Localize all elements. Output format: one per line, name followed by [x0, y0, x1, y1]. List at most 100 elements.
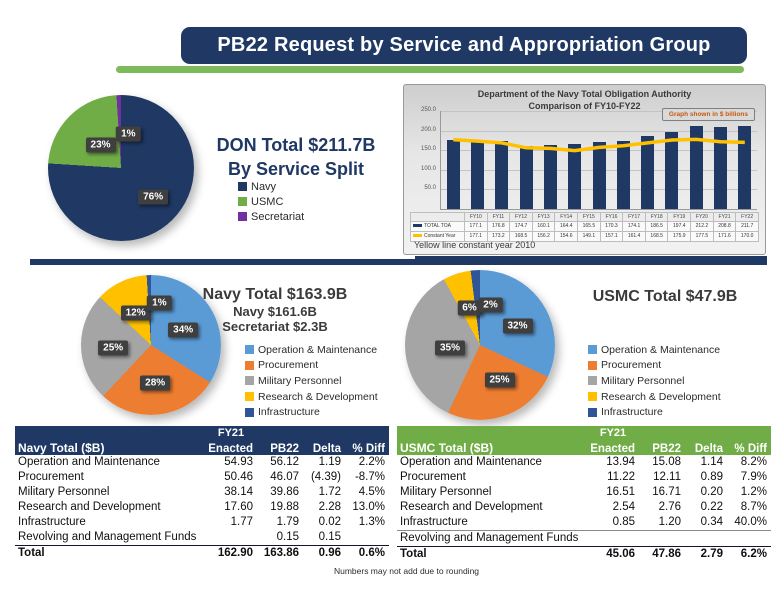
row-value-cell: 0.15	[318, 531, 341, 543]
row-value-cell: 1.3%	[358, 516, 385, 528]
row-value-cell	[727, 531, 771, 547]
bar-cell	[465, 111, 489, 209]
row-value-cell: 1.19	[318, 456, 341, 468]
legend-label: Research & Development	[258, 390, 378, 403]
legend-item: Navy	[238, 181, 304, 193]
legend-item: Research & Development	[245, 391, 378, 403]
legend-label: Procurement	[258, 359, 319, 372]
legend-swatch	[238, 197, 247, 206]
toa-bar	[446, 139, 460, 209]
header-cell-fy21: FY21	[217, 426, 245, 439]
toa-chart-panel: Department of the Navy Total Obligation …	[403, 84, 766, 255]
series-value-cell: 156.2	[531, 231, 556, 242]
table-row: Operation and Maintenance 13.94 15.08 1.14 8…	[397, 455, 771, 470]
bar-cell	[563, 111, 587, 209]
corner-cell	[410, 212, 465, 222]
gridline	[441, 111, 757, 112]
toa-bar	[665, 131, 679, 209]
header-cell-fy21: FY21	[599, 426, 627, 439]
legend-swatch	[245, 376, 254, 386]
legend-item: Procurement	[588, 359, 721, 371]
row-label-cell: Military Personnel	[18, 486, 110, 498]
header-row-fy21: FY21	[15, 426, 389, 439]
usmc-budget-table: FY21 USMC Total ($B) Enacted PB22 Delta % Dif…	[397, 426, 771, 562]
header-cell-column: PB22	[270, 443, 299, 455]
navy-heading-navy: Navy $161.6B	[233, 304, 317, 319]
pie-data-label: 76%	[138, 189, 169, 205]
total-value-cell: 0.6%	[345, 545, 389, 561]
row-value-cell: 15.08	[652, 456, 681, 468]
legend-swatch	[245, 360, 254, 370]
table-body: Operation and Maintenance 13.94 15.08 1.14 8…	[397, 455, 771, 562]
series-value-cell: 160.1	[531, 221, 556, 232]
row-value-cell: -8.7%	[354, 471, 385, 483]
row-value-cell: 16.71	[652, 486, 681, 498]
fy-label-cell: FY18	[644, 212, 669, 222]
navy-budget-table: FY21 Navy Total ($B) Enacted PB22 Delta % Dif…	[15, 426, 389, 561]
legend-item: Military Personnel	[245, 375, 378, 387]
series-value-cell: 174.1	[622, 221, 646, 232]
usmc-appropriation-pie: 32% 25% 35% 6% 2%	[405, 270, 555, 420]
legend-label: Military Personnel	[601, 374, 685, 387]
header-cell-empty	[727, 426, 771, 439]
legend-swatch	[245, 345, 254, 355]
section-divider-left	[30, 259, 415, 265]
toa-chart-title: Department of the Navy Total Obligation …	[404, 89, 765, 112]
series-value-cell: 171.6	[712, 231, 737, 242]
toa-chart-title-line1: Department of the Navy Total Obligation …	[477, 89, 692, 99]
series-value-cell: 164.4	[554, 221, 579, 232]
row-value-cell: 19.88	[270, 501, 299, 513]
bar-cell	[441, 111, 465, 209]
series-value-cell: 161.4	[622, 231, 646, 242]
table-body: Operation and Maintenance 54.93 56.12 1.19 2…	[15, 455, 389, 561]
row-value-cell: 1.77	[230, 516, 253, 528]
row-value-cell: 2.2%	[358, 456, 385, 468]
row-value-cell: 2.28	[318, 501, 341, 513]
row-label-cell: Infrastructure	[397, 515, 587, 531]
slide-title: PB22 Request by Service and Appropriatio…	[217, 34, 711, 56]
toa-bar	[641, 135, 655, 209]
toa-bar	[495, 140, 509, 209]
row-value-cell: 8.7%	[740, 501, 767, 513]
fy-label-cell: FY12	[509, 212, 533, 222]
table-row: Infrastructure 0.85 1.20 0.34 40.0%	[397, 515, 771, 531]
y-axis-tick: 100.0	[420, 165, 436, 172]
row-value-cell: 39.86	[270, 486, 299, 498]
row-label-cell: Revolving and Management Funds	[400, 532, 579, 544]
total-value-cell: 162.90	[205, 545, 257, 561]
series-swatch	[413, 224, 422, 228]
series-name-cell: TOTAL TOA	[410, 221, 465, 232]
series-value-cell: 168.5	[509, 231, 533, 242]
rounding-footnote: Numbers may not add due to rounding	[333, 566, 480, 576]
series-name-cell: Constant Year	[410, 231, 465, 242]
series-value-cell: 176.8	[486, 221, 511, 232]
bar-cell	[514, 111, 538, 209]
toa-plot-area	[440, 111, 757, 210]
legend-item: Military Personnel	[588, 375, 721, 387]
don-heading-line2: By Service Split	[227, 159, 365, 180]
pie-data-label: 23%	[85, 137, 116, 153]
row-value-cell	[587, 531, 639, 547]
toa-bar	[738, 126, 752, 209]
toa-chart-title-line2: Comparison of FY10-FY22	[528, 100, 641, 111]
total-value-cell: 2.79	[685, 546, 727, 562]
series-value-cell: 165.5	[577, 221, 601, 232]
legend-swatch	[588, 376, 597, 386]
legend-label: Navy	[251, 180, 277, 193]
header-cell-empty	[639, 426, 685, 439]
table-row: Revolving and Management Funds	[397, 531, 771, 547]
row-value-cell: 13.94	[606, 456, 635, 468]
table-row: Procurement 11.22 12.11 0.89 7.9%	[397, 470, 771, 485]
total-row: Total 162.90 163.86 0.96 0.6%	[15, 545, 389, 561]
row-value-cell: 46.07	[270, 471, 299, 483]
table-row: Procurement 50.46 46.07 (4.39) -8.7%	[15, 470, 389, 485]
pie-data-label: 1%	[147, 295, 172, 311]
fy-label-cell: FY11	[486, 212, 511, 222]
table-row: Research and Development 17.60 19.88 2.28 13…	[15, 500, 389, 515]
header-cell-column: Delta	[312, 443, 341, 455]
row-value-cell: 1.2%	[740, 486, 767, 498]
toa-chart-note: Yellow line constant year 2010	[414, 240, 536, 250]
legend-item: Operation & Maintenance	[245, 344, 378, 356]
row-value-cell: 0.34	[685, 515, 727, 531]
